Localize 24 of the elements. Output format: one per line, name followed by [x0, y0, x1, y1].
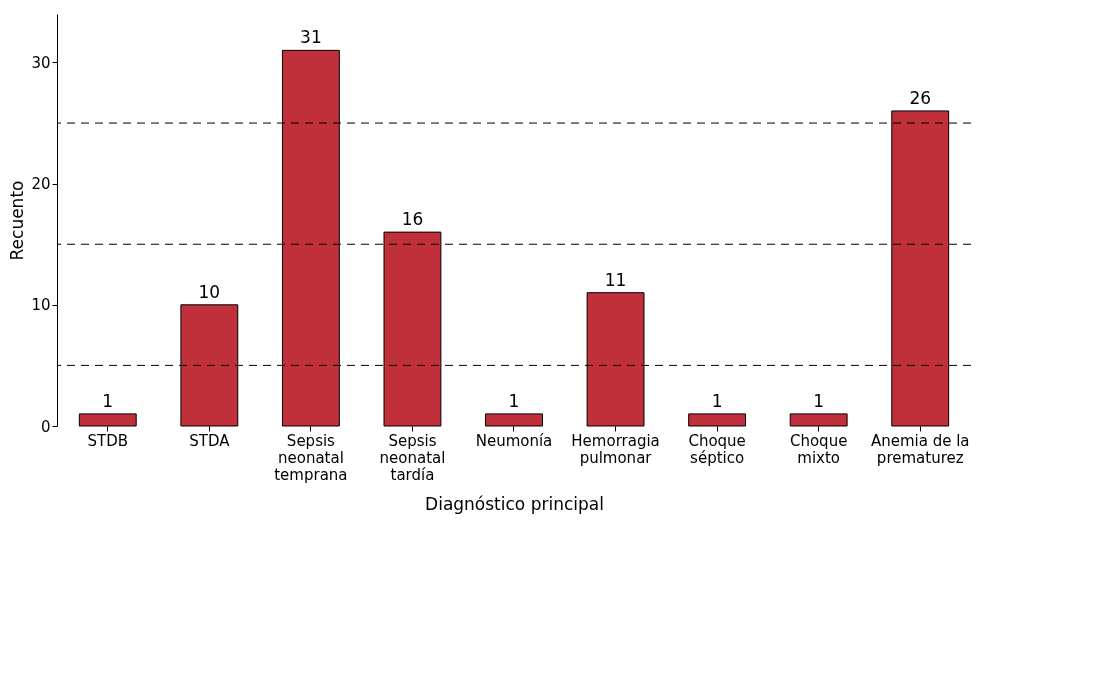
x-tick-label: Choque mixto	[789, 431, 848, 467]
data-label: 16	[401, 209, 424, 230]
x-tick-label: Sepsis neonatal temprana	[274, 431, 348, 484]
data-label: 10	[198, 281, 221, 302]
x-tick-label: Sepsis neonatal tardía	[379, 431, 446, 484]
x-tick-label: STDB	[87, 431, 129, 450]
data-label: 31	[300, 27, 322, 48]
data-label: 1	[711, 390, 723, 411]
y-axis-title: Recuento	[7, 180, 28, 261]
x-tick-label: Neumonía	[475, 431, 553, 450]
data-label: 11	[604, 269, 627, 290]
y-tick-label: 10	[31, 296, 51, 315]
data-label: 1	[813, 390, 825, 411]
x-tick-label: Anemia de la prematurez	[870, 431, 970, 467]
y-tick-label: 0	[40, 417, 51, 436]
x-tick-label: Choque séptico	[688, 431, 746, 467]
x-tick-label: Hemorragia pulmonar	[571, 431, 660, 467]
data-label: 1	[102, 390, 114, 411]
y-tick-label: 20	[31, 175, 51, 194]
x-axis-title: Diagnóstico principal	[425, 493, 604, 514]
data-label: 1	[508, 390, 520, 411]
x-tick-label: STDA	[189, 431, 231, 450]
y-tick-label: 30	[31, 53, 51, 72]
data-label: 26	[909, 87, 932, 108]
